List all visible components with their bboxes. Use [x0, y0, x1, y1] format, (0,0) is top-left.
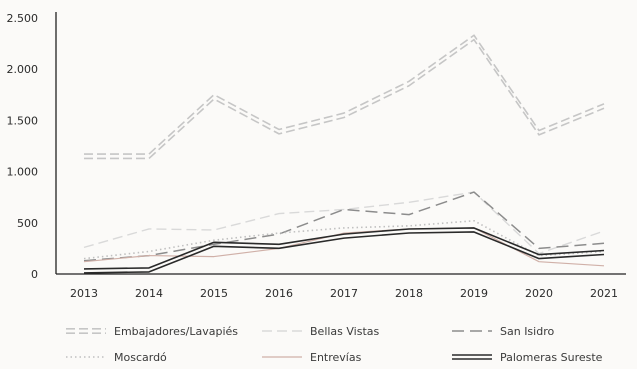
- legend-item: Bellas Vistas: [262, 325, 380, 338]
- data-point: [408, 229, 411, 232]
- x-tick-label: 2013: [70, 287, 98, 300]
- x-tick-label: 2021: [590, 287, 618, 300]
- legend-item: Palomeras Sureste: [452, 351, 603, 364]
- series-5: [83, 227, 606, 274]
- data-point: [83, 155, 86, 158]
- axes: 0 500 1.000 1.500 2.000 2.500 2013 2014 2015 2016…: [7, 12, 626, 300]
- data-point: [408, 224, 411, 227]
- legend-item: Entrevías: [262, 351, 362, 364]
- legend-item: San Isidro: [452, 325, 554, 338]
- x-tick-label: 2020: [525, 287, 553, 300]
- x-tick-label: 2019: [460, 287, 488, 300]
- legend-label: Embajadores/Lavapiés: [114, 325, 238, 338]
- series-line: [83, 191, 605, 262]
- data-point: [603, 229, 606, 232]
- x-tick-label: 2014: [135, 287, 163, 300]
- legend-label: Palomeras Sureste: [500, 351, 603, 364]
- series-0: [83, 34, 605, 160]
- series-4: [83, 227, 605, 267]
- y-tick-label: 500: [17, 217, 38, 230]
- y-tick-label: 0: [31, 268, 38, 281]
- series-line: [83, 219, 605, 260]
- series-3: [83, 219, 605, 260]
- y-tick-label: 2.500: [7, 12, 39, 25]
- series-line: [83, 227, 605, 270]
- data-point: [343, 114, 346, 117]
- y-tick-label: 1.000: [7, 166, 39, 179]
- data-point: [213, 228, 216, 231]
- x-tick-label: 2018: [395, 287, 423, 300]
- legend-label: San Isidro: [500, 325, 554, 338]
- x-tick-label: 2016: [265, 287, 293, 300]
- data-point: [603, 251, 606, 254]
- data-point: [83, 269, 86, 272]
- series-2: [83, 191, 605, 262]
- series-line: [83, 191, 605, 255]
- series-line: [84, 34, 605, 155]
- x-tick-label: 2017: [330, 287, 358, 300]
- legend-item: Embajadores/Lavapiés: [66, 325, 238, 338]
- series-layer: [83, 34, 606, 274]
- y-tick-label: 2.000: [7, 63, 39, 76]
- series-1: [83, 191, 606, 255]
- legend-label: Entrevías: [310, 351, 362, 364]
- series-line: [83, 231, 605, 274]
- legend-label: Moscardó: [114, 351, 167, 364]
- x-tick-label: 2015: [200, 287, 228, 300]
- legend-label: Bellas Vistas: [310, 325, 380, 338]
- legend-item: Moscardó: [66, 351, 167, 364]
- legend: Embajadores/Lavapiés Bellas Vistas San Isi…: [66, 325, 603, 364]
- y-tick-label: 1.500: [7, 114, 39, 127]
- series-line: [84, 38, 605, 160]
